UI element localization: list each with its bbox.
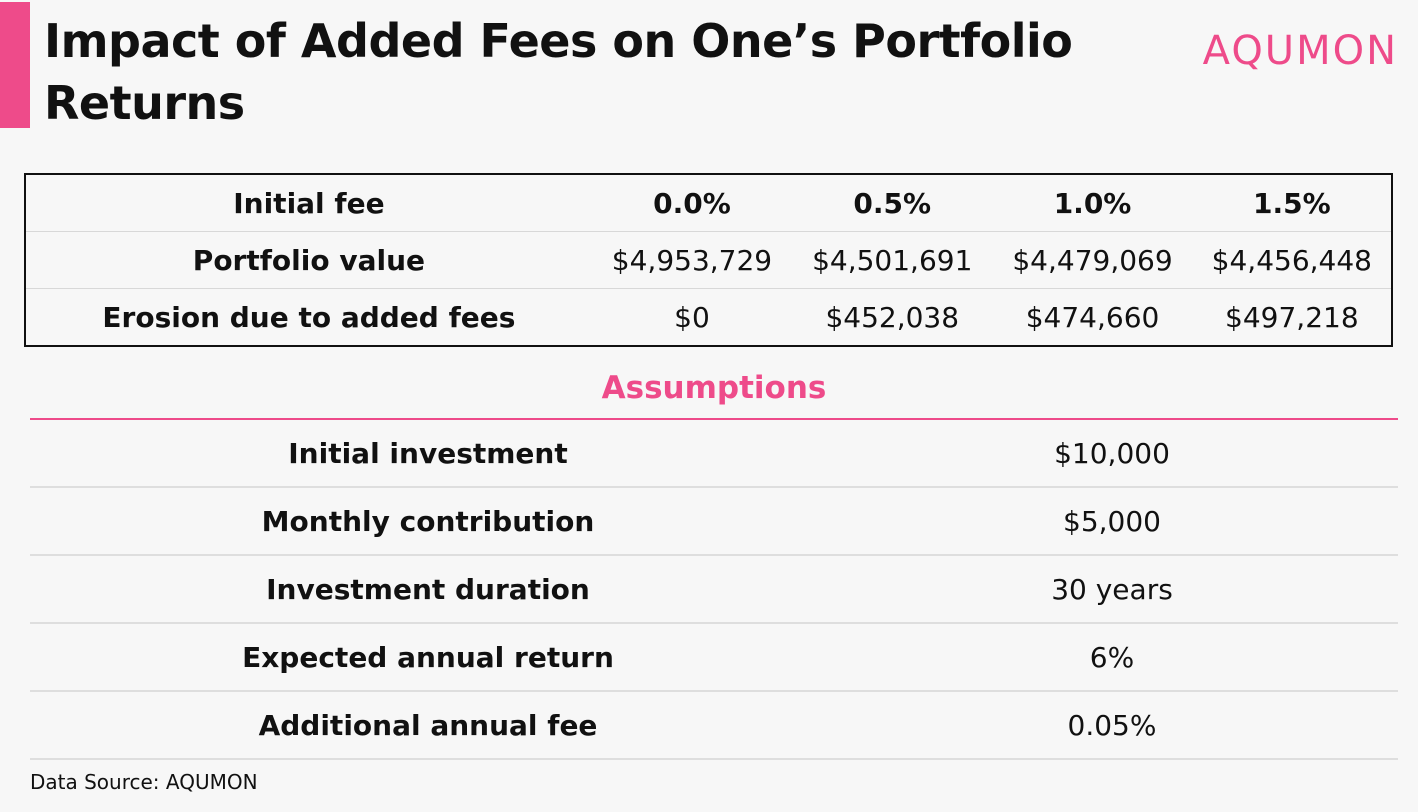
assumption-value: 30 years	[1051, 572, 1173, 606]
table-row: Portfolio value $4,953,729 $4,501,691 $4…	[25, 231, 1392, 289]
assumption-label: Investment duration	[266, 572, 590, 606]
list-item: Initial investment $10,000	[30, 420, 1398, 488]
assumptions-list: Initial investment $10,000 Monthly contr…	[30, 420, 1398, 760]
table-cell: $4,501,691	[792, 231, 993, 289]
assumption-value: $5,000	[1063, 504, 1161, 538]
assumption-value: $10,000	[1054, 436, 1170, 470]
data-source-note: Data Source: AQUMON	[30, 770, 258, 794]
assumption-label: Initial investment	[288, 436, 568, 470]
page-title: Impact of Added Fees on One’s Portfolio …	[44, 14, 1073, 130]
table-cell: $4,479,069	[992, 231, 1193, 289]
row-label: Portfolio value	[25, 231, 592, 289]
table-row: Erosion due to added fees $0 $452,038 $4…	[25, 288, 1392, 346]
table-cell: $452,038	[792, 288, 993, 346]
fee-impact-table: Initial fee 0.0% 0.5% 1.0% 1.5% Portfoli…	[24, 173, 1393, 347]
assumption-label: Monthly contribution	[261, 504, 595, 538]
table-cell: $474,660	[992, 288, 1193, 346]
assumption-value: 0.05%	[1067, 708, 1157, 742]
accent-bar	[0, 2, 30, 128]
table-cell: $4,953,729	[591, 231, 793, 289]
list-item: Additional annual fee 0.05%	[30, 692, 1398, 760]
assumptions-heading: Assumptions	[601, 370, 827, 406]
fee-header-cell: 0.5%	[853, 186, 932, 220]
assumptions-divider	[30, 418, 1398, 420]
table-header-row: Initial fee 0.0% 0.5% 1.0% 1.5%	[25, 174, 1392, 232]
initial-fee-label: Initial fee	[233, 186, 385, 220]
fee-header-cell: 1.0%	[1053, 186, 1132, 220]
fee-header-cell: 1.5%	[1253, 186, 1331, 220]
table-cell: $0	[591, 288, 793, 346]
table-cell: $497,218	[1192, 288, 1392, 346]
list-item: Monthly contribution $5,000	[30, 488, 1398, 556]
list-item: Expected annual return 6%	[30, 624, 1398, 692]
aqumon-logo: AQUMON	[1202, 28, 1398, 74]
row-label: Erosion due to added fees	[25, 288, 592, 346]
assumption-value: 6%	[1089, 640, 1135, 674]
assumption-label: Additional annual fee	[258, 708, 598, 742]
table-cell: $4,456,448	[1192, 231, 1392, 289]
fee-header-cell: 0.0%	[653, 186, 731, 220]
assumption-label: Expected annual return	[242, 640, 614, 674]
list-item: Investment duration 30 years	[30, 556, 1398, 624]
